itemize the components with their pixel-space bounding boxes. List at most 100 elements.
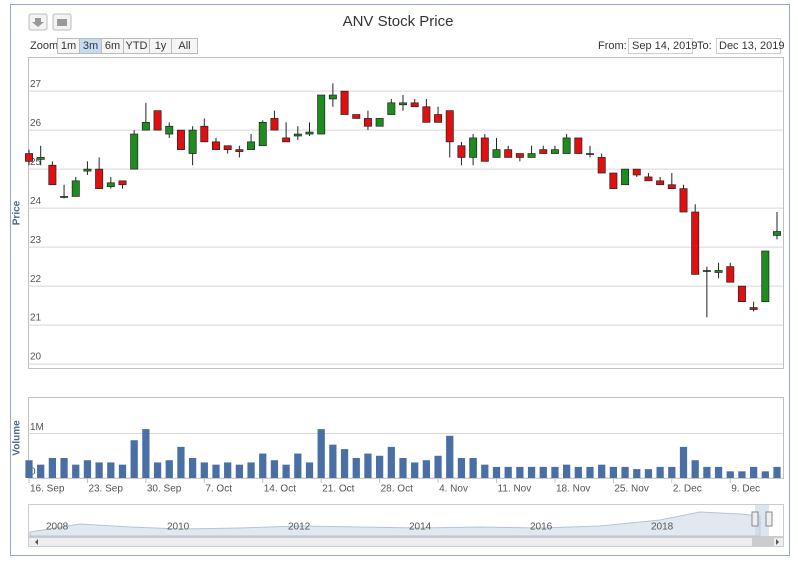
volume-bar [142,429,150,478]
volume-bar [83,460,92,478]
volume-bar [270,460,279,478]
navigator-label: 2014 [409,522,432,533]
zoom-button-label[interactable]: 1m [61,40,76,52]
candle-body [48,164,57,186]
candle-body [574,137,583,154]
volume-bar [329,444,337,478]
candle-body [562,137,571,154]
y-tick-label: 26 [30,118,42,129]
volume-bar [107,462,115,478]
x-tick-label: 16. Sep [30,484,65,495]
volume-bar [644,469,653,478]
candle-body [60,196,69,198]
candle-body [25,153,33,162]
x-tick-label: 7. Oct [205,484,232,495]
candle-body [258,121,267,147]
volume-bar [422,460,430,478]
candle-body [749,307,758,310]
volume-bar [726,471,734,478]
navigator-label: 2010 [167,522,190,533]
to-value[interactable]: Dec 13, 2019 [719,40,784,52]
zoom-button-label[interactable]: YTD [126,40,148,52]
volume-bar [294,453,302,478]
export-icons[interactable] [28,13,72,31]
volume-bar [259,453,267,478]
candle-body [293,133,302,137]
candle-body [445,110,454,143]
candle-body [691,211,700,275]
zoom-button-label[interactable]: 3m [83,40,98,52]
volume-bar [60,458,68,478]
volume-bar [481,464,489,478]
zoom-button-label[interactable]: 1y [155,40,167,52]
y-tick-label: 23 [30,235,42,246]
candle-body [597,157,606,174]
y-tick-label: 25 [30,157,42,168]
volume-bar [633,469,641,478]
candle-body [328,94,337,100]
volume-bar [527,466,536,478]
candle-body [106,182,115,188]
volume-bar [691,460,699,478]
candle-body [504,149,513,158]
navigator[interactable] [28,504,784,547]
volume-bar [504,466,512,478]
candle-body [305,131,314,135]
candle-body [36,157,45,160]
y-tick-label: 22 [30,274,42,285]
volume-bar [118,464,127,478]
navigator-label: 2008 [46,522,69,533]
volume-bar [352,458,360,478]
candle-body [726,266,735,283]
volume-bar [656,466,664,478]
volume-bar [598,464,606,478]
volume-bar [750,466,758,478]
candle-body [773,231,781,236]
candle-body [644,176,653,182]
zoom-button-label[interactable]: 6m [105,40,120,52]
y-tick-label: 20 [30,352,42,363]
y-axis-title: Price [12,200,23,225]
volume-bar [492,466,501,478]
volume-bar [434,455,442,478]
candle-body [399,102,407,106]
candle-body [235,149,244,152]
volume-bar [317,429,325,478]
volume-bar [586,466,594,478]
candle-body [656,180,665,186]
volume-bar [609,466,617,478]
candle-body [71,180,80,197]
candle-body [141,121,150,131]
x-tick-label: 30. Sep [147,484,182,495]
candle-body [539,149,548,154]
volume-bar [621,466,629,478]
y2-axis-title: Volume [12,420,23,456]
zoom-label: Zoom [30,40,58,52]
candle-body [527,153,536,158]
candle-body [387,102,396,115]
x-tick-label: 18. Nov [556,484,590,495]
candle-body [153,110,162,131]
zoom-button[interactable] [171,38,198,54]
volume-bar [574,466,582,478]
candle-body [434,114,443,123]
candle-body [223,145,232,150]
candle-body [621,168,630,186]
volume-bar [37,464,45,478]
from-value[interactable]: Sep 14, 2019 [632,40,697,52]
candle-body [586,153,594,155]
from-input[interactable] [628,38,693,54]
zoom-button-label[interactable]: All [178,40,190,52]
candle-body [737,285,746,303]
volume-bar [457,458,466,478]
candle-body [761,250,770,303]
candle-body [632,168,641,176]
candle-body [165,125,174,135]
candle-body [363,118,372,127]
x-tick-label: 28. Oct [381,484,413,495]
y-tick-label: 27 [30,79,42,90]
volume-bar [668,466,676,478]
to-input[interactable] [716,38,781,54]
candle-body [340,90,349,115]
